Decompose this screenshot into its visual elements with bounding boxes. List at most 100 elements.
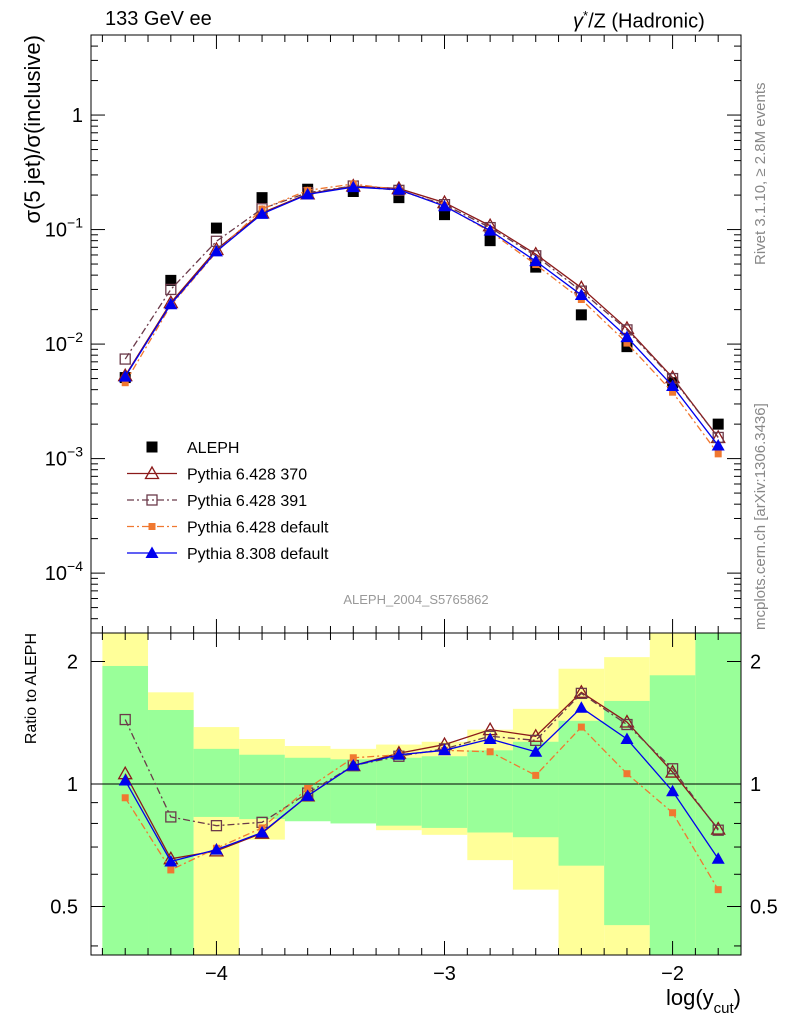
series-4: [118, 180, 725, 451]
ratio-band-green: [695, 633, 741, 955]
ratio-y-tick-label-right: 1: [750, 774, 761, 796]
ratio-data-point: [620, 732, 634, 744]
data-point: [393, 192, 405, 204]
ratio-data-point: [621, 718, 633, 731]
ratio-series-3: [118, 701, 725, 867]
legend-marker: [145, 546, 159, 558]
ratio-data-point: [714, 886, 722, 894]
ratio-data-point: [666, 784, 680, 797]
data-point: [621, 341, 633, 353]
ratio-data-point: [575, 687, 588, 700]
data-point: [210, 235, 223, 247]
ratio-data-point: [664, 764, 681, 778]
data-point: [121, 379, 129, 387]
ratio-y-axis-label: Ratio to ALEPH: [23, 633, 40, 744]
ratio-band-green: [421, 756, 468, 828]
ratio-data-point: [577, 723, 585, 731]
ratio-band-green: [467, 750, 513, 833]
ratio-data-point: [210, 820, 223, 832]
y-tick-label: 10−4: [45, 558, 83, 585]
series-line: [124, 186, 719, 446]
ratio-band-green: [102, 665, 149, 955]
ratio-data-point: [304, 784, 312, 792]
data-point: [119, 353, 131, 365]
ratio-data-point: [119, 713, 131, 726]
ratio-data-point: [255, 826, 269, 838]
data-point: [210, 222, 222, 234]
ratio-plot-frame: [90, 632, 742, 956]
ratio-y-tick-label: 1: [67, 774, 78, 796]
series-2: [119, 180, 724, 444]
data-point: [165, 283, 177, 296]
data-point: [669, 388, 677, 396]
ratio-data-point: [209, 843, 223, 855]
ratio-band-green: [558, 720, 605, 866]
data-point: [575, 309, 587, 321]
ratio-data-point: [666, 763, 679, 775]
x-axis-label: log(ycut): [666, 985, 741, 1017]
ratio-y-tick-label-right: 2: [750, 652, 761, 674]
data-point: [209, 244, 223, 257]
data-point: [164, 297, 178, 310]
ratio-y-tick-label: 2: [67, 652, 78, 674]
header-right-rest: /Z (Hadronic): [588, 10, 705, 33]
ratio-data-point: [711, 852, 725, 864]
data-point: [301, 187, 315, 200]
legend-marker: [148, 523, 156, 530]
data-point: [483, 224, 497, 236]
ratio-data-point: [669, 809, 677, 817]
data-point: [165, 274, 177, 286]
ratio-data-point: [483, 732, 497, 744]
ratio-data-point: [346, 759, 360, 771]
legend-label: Pythia 6.428 default: [187, 520, 329, 537]
legend-marker: [144, 465, 160, 480]
ratio-data-point: [529, 745, 543, 757]
data-point: [620, 330, 634, 343]
ratio-data-point: [712, 824, 724, 836]
legend-marker: [146, 441, 158, 453]
ratio-data-point: [573, 684, 589, 698]
ratio-series-line: [124, 691, 719, 860]
data-point: [529, 254, 543, 267]
legend: ALEPH Pythia 6.428 370 Pythia 6.428 391 Pyt…: [127, 440, 329, 563]
ratio-data-point: [118, 774, 132, 786]
data-point: [714, 450, 722, 458]
ratio-data-point: [164, 854, 178, 867]
ratio-data-point: [710, 821, 726, 835]
data-point: [623, 339, 631, 347]
data-point: [256, 192, 268, 204]
ratio-band-green: [148, 710, 194, 955]
data-point: [255, 207, 269, 219]
analysis-watermark: ALEPH_2004_S5765862: [343, 592, 488, 607]
ratio-data-point: [121, 794, 129, 802]
ratio-data-point: [167, 866, 175, 874]
series-line: [124, 185, 719, 438]
series-line: [124, 185, 719, 438]
x-tick-label: −2: [661, 963, 684, 985]
data-point: [438, 199, 452, 212]
y-tick-label: 10−2: [45, 329, 83, 356]
data-point: [118, 370, 132, 382]
figure-header-right: γ*/Z (Hadronic): [573, 8, 705, 34]
data-point: [666, 379, 680, 392]
ratio-data-point: [438, 743, 452, 756]
ratio-y-tick-label-right: 0.5: [750, 896, 778, 918]
figure-header-left: 133 GeV ee: [105, 8, 212, 30]
ratio-band-green: [376, 757, 422, 826]
series-3: [121, 180, 722, 458]
ratio-data-point: [486, 748, 494, 756]
main-plot-frame: [90, 34, 742, 634]
ratio-data-point: [301, 789, 315, 801]
y-tick-label: 10−3: [45, 444, 83, 471]
x-tick-label: −4: [205, 963, 228, 985]
ratio-data-point: [623, 770, 631, 778]
ratio-data-point: [619, 714, 635, 728]
ratio-data-point: [165, 811, 177, 823]
legend-label: Pythia 8.308 default: [187, 546, 329, 563]
data-point: [712, 418, 724, 430]
data-point: [439, 209, 451, 221]
ratio-data-point: [349, 754, 357, 762]
data-point: [392, 183, 406, 195]
legend-marker: [146, 494, 158, 506]
series-1: [117, 178, 726, 444]
